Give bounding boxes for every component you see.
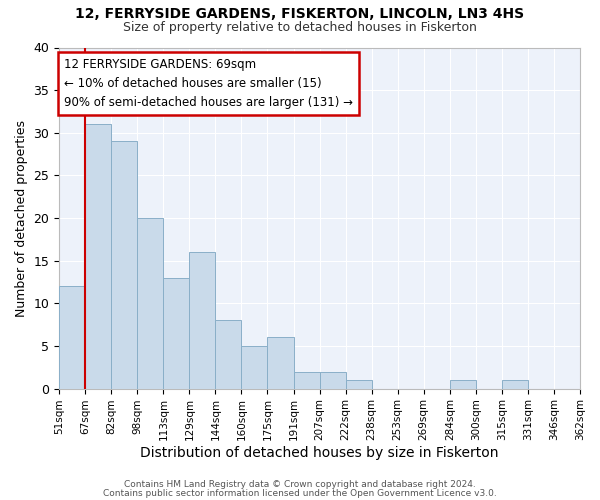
Bar [215, 320, 241, 388]
Text: Size of property relative to detached houses in Fiskerton: Size of property relative to detached ho… [123, 21, 477, 34]
Bar [450, 380, 476, 388]
Text: 12, FERRYSIDE GARDENS, FISKERTON, LINCOLN, LN3 4HS: 12, FERRYSIDE GARDENS, FISKERTON, LINCOL… [76, 8, 524, 22]
Bar [190, 252, 215, 388]
Text: 12 FERRYSIDE GARDENS: 69sqm
← 10% of detached houses are smaller (15)
90% of sem: 12 FERRYSIDE GARDENS: 69sqm ← 10% of det… [64, 58, 353, 108]
Bar [137, 218, 163, 388]
Bar [320, 372, 346, 388]
Bar [59, 286, 85, 388]
Bar [346, 380, 371, 388]
Bar [85, 124, 111, 388]
Bar [502, 380, 528, 388]
Text: Contains HM Land Registry data © Crown copyright and database right 2024.: Contains HM Land Registry data © Crown c… [124, 480, 476, 489]
Y-axis label: Number of detached properties: Number of detached properties [15, 120, 28, 316]
Bar [241, 346, 268, 389]
Bar [111, 142, 137, 388]
Bar [268, 338, 293, 388]
Bar [163, 278, 190, 388]
Bar [293, 372, 320, 388]
X-axis label: Distribution of detached houses by size in Fiskerton: Distribution of detached houses by size … [140, 446, 499, 460]
Text: Contains public sector information licensed under the Open Government Licence v3: Contains public sector information licen… [103, 488, 497, 498]
